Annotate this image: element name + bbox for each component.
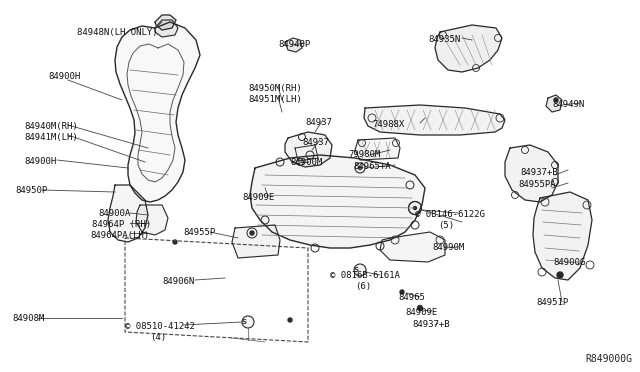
Text: 84951P: 84951P (536, 298, 568, 307)
Text: 84940M(RH): 84940M(RH) (24, 122, 77, 131)
Polygon shape (546, 95, 562, 112)
Polygon shape (285, 38, 302, 52)
Polygon shape (533, 192, 592, 280)
Text: 84948P: 84948P (278, 40, 310, 49)
Text: 84964P (RH): 84964P (RH) (92, 220, 151, 229)
Text: (6): (6) (355, 282, 371, 291)
Text: 84909E: 84909E (405, 308, 437, 317)
Text: S: S (353, 267, 358, 273)
Text: © 08510-41242: © 08510-41242 (125, 322, 195, 331)
Polygon shape (232, 225, 280, 258)
Text: 84955P: 84955P (183, 228, 215, 237)
Text: 84950M(RH): 84950M(RH) (248, 84, 301, 93)
Text: 84935N: 84935N (428, 35, 460, 44)
Text: 84948N(LH ONLY): 84948N(LH ONLY) (77, 28, 157, 37)
Circle shape (400, 290, 404, 294)
Text: 84908M: 84908M (12, 314, 44, 323)
Polygon shape (250, 155, 425, 248)
Polygon shape (155, 15, 176, 30)
Text: 84955PA: 84955PA (518, 180, 556, 189)
Circle shape (557, 272, 563, 278)
Text: 84937+B: 84937+B (412, 320, 450, 329)
Text: (5): (5) (438, 221, 454, 230)
Polygon shape (115, 22, 200, 202)
Text: 84990M: 84990M (432, 243, 464, 252)
Circle shape (358, 166, 362, 170)
Polygon shape (505, 145, 558, 202)
Text: 84900A: 84900A (98, 209, 131, 218)
Text: S: S (241, 319, 246, 325)
Text: © 0816B-6161A: © 0816B-6161A (330, 271, 400, 280)
Text: 84937: 84937 (302, 138, 329, 147)
Text: 74988X: 74988X (372, 120, 404, 129)
Circle shape (408, 202, 422, 215)
Text: 84949N: 84949N (552, 100, 584, 109)
Text: © 0B146-6122G: © 0B146-6122G (415, 210, 485, 219)
Text: (4): (4) (150, 333, 166, 342)
Text: 84951M(LH): 84951M(LH) (248, 95, 301, 104)
Text: 84906N: 84906N (162, 277, 195, 286)
Circle shape (173, 240, 177, 244)
Text: 84900G: 84900G (553, 258, 585, 267)
Text: 79980M: 79980M (348, 150, 380, 159)
Text: 84941M(LH): 84941M(LH) (24, 133, 77, 142)
Circle shape (247, 228, 257, 238)
Text: 84900H: 84900H (24, 157, 56, 166)
Circle shape (288, 318, 292, 322)
Text: 84950P: 84950P (15, 186, 47, 195)
Text: 84965: 84965 (398, 293, 425, 302)
Polygon shape (355, 138, 400, 160)
Polygon shape (155, 20, 178, 37)
Text: 84964PA(LH): 84964PA(LH) (90, 231, 149, 240)
Text: 84965+A: 84965+A (353, 162, 390, 171)
Polygon shape (285, 132, 332, 167)
Circle shape (413, 206, 417, 209)
Text: 84900H: 84900H (48, 72, 80, 81)
Text: R849000G: R849000G (585, 354, 632, 364)
Circle shape (554, 98, 558, 102)
Text: 84937+B: 84937+B (520, 168, 557, 177)
Circle shape (354, 264, 366, 276)
Circle shape (355, 163, 365, 173)
Polygon shape (364, 105, 505, 135)
Circle shape (242, 316, 254, 328)
Circle shape (417, 305, 422, 311)
Polygon shape (108, 185, 148, 242)
Polygon shape (380, 232, 445, 262)
Polygon shape (435, 25, 502, 72)
Polygon shape (136, 205, 168, 235)
Text: 84937: 84937 (305, 118, 332, 127)
Text: 84909E: 84909E (242, 193, 275, 202)
Circle shape (250, 231, 254, 235)
Text: 84900M: 84900M (290, 158, 323, 167)
